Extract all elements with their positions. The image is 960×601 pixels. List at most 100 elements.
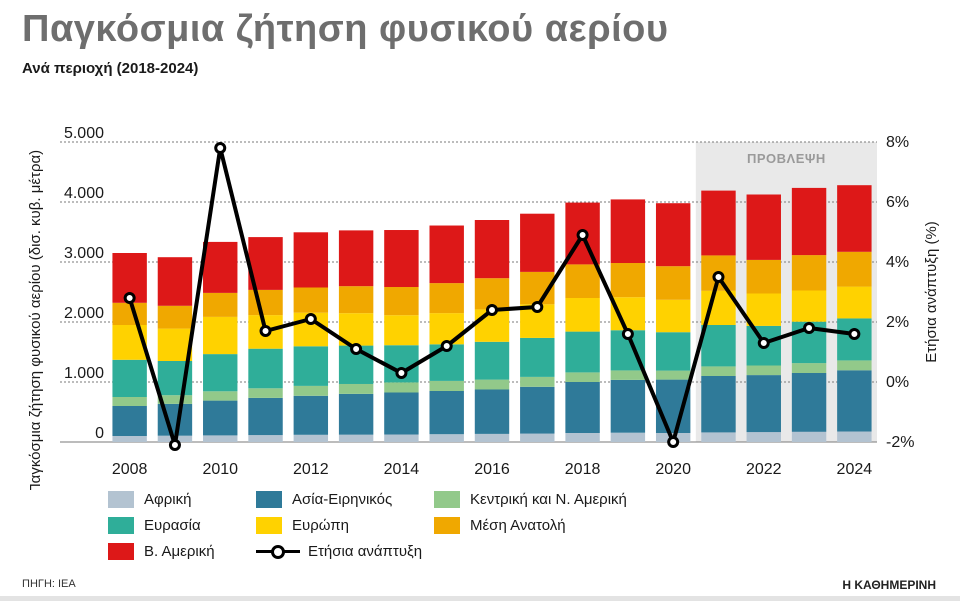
growth-point <box>395 367 408 379</box>
bar-segment <box>203 435 238 442</box>
bar-segment <box>384 434 419 442</box>
bar-segment <box>565 433 600 442</box>
legend-swatch <box>108 517 134 534</box>
bar-stack-2015 <box>429 225 464 442</box>
bar-segment <box>384 315 419 346</box>
legend-swatch <box>256 491 282 508</box>
bar-segment <box>112 359 147 397</box>
legend-item: Κεντρική και Ν. Αμερική <box>434 491 627 508</box>
bar-segment <box>338 393 374 435</box>
growth-point <box>440 340 453 352</box>
bar-segment <box>655 299 691 333</box>
bar-segment <box>701 432 736 442</box>
bar-segment <box>746 293 781 326</box>
bar-segment <box>157 328 193 361</box>
legend-label: Ετήσια ανάπτυξη <box>308 543 423 560</box>
bar-segment <box>112 397 147 406</box>
bar-segment <box>746 259 781 294</box>
bar-segment <box>112 436 147 442</box>
legend-label: Μέση Ανατολή <box>470 517 566 534</box>
bar-stack-2021 <box>701 190 736 442</box>
legend-item: Ευρώπη <box>256 517 349 534</box>
growth-point <box>304 313 317 325</box>
y-tick-label: 1.000 <box>64 365 104 382</box>
bar-segment <box>791 255 827 291</box>
bar-segment <box>655 332 691 371</box>
bar-segment <box>384 287 419 316</box>
bar-segment <box>384 392 419 435</box>
bar-segment <box>293 385 329 396</box>
y2-tick-label: -2% <box>886 434 914 451</box>
bar-segment <box>293 395 329 435</box>
growth-point <box>667 436 680 448</box>
bar-segment <box>474 389 510 434</box>
x-tick-label: 2012 <box>293 461 329 478</box>
bar-segment <box>203 241 238 293</box>
legend-label: Β. Αμερική <box>144 543 215 560</box>
bar-stack-2018 <box>565 202 600 442</box>
bar-segment <box>157 257 193 306</box>
y2-tick-label: 2% <box>886 314 909 331</box>
bar-segment <box>293 287 329 313</box>
y-tick-label: 0 <box>95 425 104 442</box>
x-tick-label: 2024 <box>837 461 873 478</box>
legend: Αφρική Ασία-Ειρηνικός Κεντρική και Ν. Αμερ… <box>108 491 708 566</box>
growth-point <box>168 439 181 451</box>
bar-segment <box>474 433 510 442</box>
bar-segment <box>203 391 238 401</box>
bar-segment <box>520 376 555 387</box>
bar-segment <box>701 325 736 367</box>
bar-stack-2011 <box>248 237 283 442</box>
legend-item: Ασία-Ειρηνικός <box>256 491 392 508</box>
growth-point <box>576 229 589 241</box>
growth-point <box>214 142 227 154</box>
bar-segment <box>157 305 193 329</box>
bar-segment <box>746 194 781 260</box>
bar-segment <box>384 382 419 393</box>
bar-stack-2017 <box>520 213 555 442</box>
bar-segment <box>429 380 464 391</box>
bar-segment <box>474 379 510 390</box>
bar-stack-2014 <box>384 230 419 442</box>
bar-segment <box>701 376 736 433</box>
bar-segment <box>655 203 691 267</box>
bar-stack-2010 <box>203 241 238 442</box>
bar-segment <box>565 372 600 382</box>
y-tick-label: 2.000 <box>64 305 104 322</box>
y-axis-title: Παγκόσμια ζήτηση φυσικού αερίου (δισ. κυ… <box>27 150 44 490</box>
legend-label: Ευρώπη <box>292 517 349 534</box>
chart-subtitle: Ανά περιοχή (2018-2024) <box>22 60 199 77</box>
source-note: ΠΗΓΗ: IEA <box>22 578 76 590</box>
chart-area: ΠΡΟΒΛΕΨΗ 0 1.000 2.000 3.000 4.000 5.000 -2% 0%… <box>27 125 940 490</box>
bar-segment <box>565 264 600 298</box>
growth-point <box>757 337 770 349</box>
y2-tick-label: 0% <box>886 374 909 391</box>
legend-item: Ευρασία <box>108 517 201 534</box>
bar-segment <box>746 365 781 376</box>
bar-segment <box>203 316 238 355</box>
bar-segment <box>293 434 329 442</box>
growth-point <box>123 292 136 304</box>
legend-item: Μέση Ανατολή <box>434 517 566 534</box>
x-tick-label: 2014 <box>384 461 420 478</box>
bar-segment <box>429 313 464 345</box>
bar-segment <box>791 431 827 442</box>
x-tick-label: 2010 <box>202 461 238 478</box>
chart-title: Παγκόσμια ζήτηση φυσικού αερίου <box>22 8 669 50</box>
bar-segment <box>293 346 329 386</box>
bar-segment <box>837 251 872 287</box>
bar-stack-2013 <box>338 230 374 442</box>
bar-segment <box>610 370 646 380</box>
y2-tick-label: 4% <box>886 254 909 271</box>
bar-segment <box>610 199 646 264</box>
bar-segment <box>520 386 555 434</box>
bottom-rule <box>0 596 960 601</box>
bar-stack-2024 <box>837 185 872 442</box>
bar-segment <box>520 337 555 377</box>
bar-segment <box>112 406 147 436</box>
bar-stack-2023 <box>791 187 827 442</box>
brand-logo: Η ΚΑΘΗΜΕΡΙΝΗ <box>842 578 936 592</box>
bar-segment <box>565 298 600 332</box>
bar-segment <box>610 379 646 433</box>
bar-segment <box>837 370 872 432</box>
